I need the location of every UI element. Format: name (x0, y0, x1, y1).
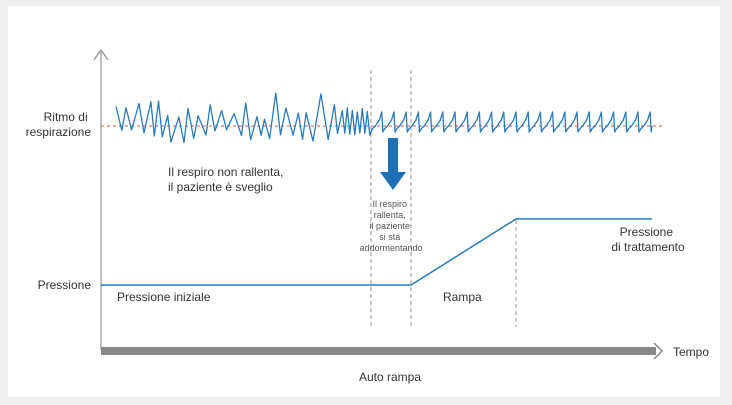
y-axis-arrow-icon (93, 48, 109, 61)
initial-pressure-label: Pressione iniziale (117, 290, 211, 304)
treatment-pressure-label: Pressione di trattamento (611, 225, 685, 254)
pressure-axis-label: Pressione (38, 278, 92, 292)
diagram-panel (8, 6, 720, 397)
pressure-line (101, 218, 652, 286)
ramp-label: Rampa (443, 290, 482, 304)
auto-ramp-label: Auto rampa (359, 370, 421, 384)
time-axis-label: Tempo (673, 345, 709, 359)
breathing-rate-signal (115, 92, 653, 144)
time-axis-bar (101, 347, 656, 355)
x-axis-arrow-icon (653, 342, 664, 360)
down-arrow-icon (380, 138, 406, 190)
breathing-rate-label: Ritmo di respirazione (26, 110, 92, 139)
falling-asleep-note: Il respiro rallenta, il paziente si sta … (359, 199, 422, 253)
awake-note: Il respiro non rallenta, il paziente è s… (168, 165, 287, 194)
